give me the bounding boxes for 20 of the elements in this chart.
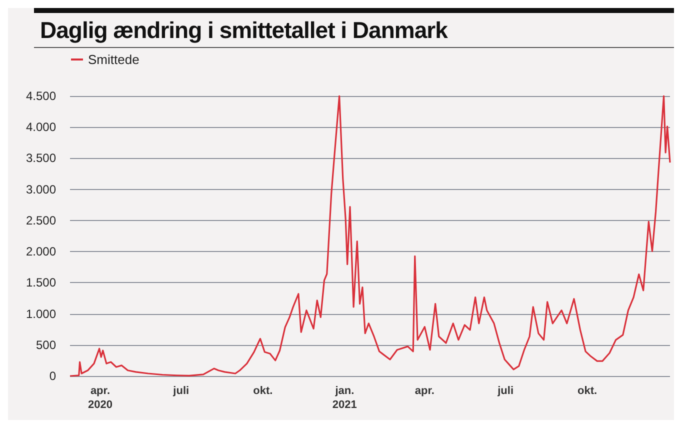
x-tick-label: apr.	[414, 385, 434, 397]
y-tick-label: 500	[36, 338, 56, 352]
x-tick-label: apr. 2020	[88, 385, 112, 411]
legend-label: Smittede	[88, 52, 140, 67]
y-tick-label: 3.000	[26, 182, 56, 196]
x-tick-label: okt.	[253, 385, 273, 397]
y-tick-label: 1.000	[26, 306, 56, 321]
y-tick-label: 2.000	[26, 244, 56, 259]
chart-title: Daglig ændring i smittetallet i Danmark	[34, 8, 674, 48]
y-tick-label: 0	[49, 369, 56, 383]
x-tick-label: jan. 2021	[332, 385, 357, 411]
y-tick-label: 3.500	[26, 151, 56, 166]
y-tick-label: 4.500	[26, 89, 56, 103]
x-tick-label: juli	[496, 385, 514, 397]
line-series	[69, 95, 671, 377]
x-tick-label: okt.	[578, 385, 598, 397]
y-tick-label: 1.500	[26, 276, 56, 290]
y-tick-label: 4.000	[26, 120, 56, 134]
x-tick-label: juli	[172, 385, 190, 397]
y-tick-label: 2.500	[26, 213, 56, 228]
